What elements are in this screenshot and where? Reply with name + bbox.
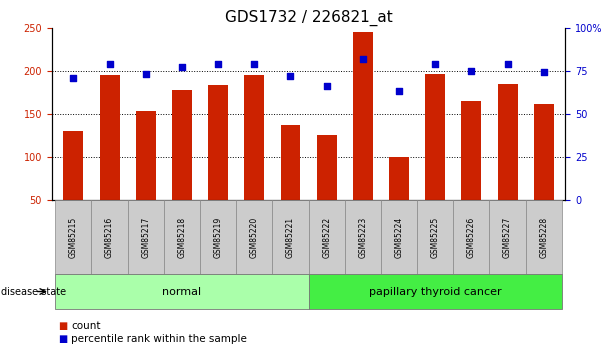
Bar	[55, 274, 308, 309]
Text: GSM85215: GSM85215	[69, 217, 78, 258]
Bar	[353, 32, 373, 200]
Text: GSM85218: GSM85218	[178, 217, 187, 258]
Bar	[136, 111, 156, 200]
Point	[249, 61, 259, 67]
Text: GSM85226: GSM85226	[467, 217, 476, 258]
Point	[503, 61, 513, 67]
Text: GSM85216: GSM85216	[105, 217, 114, 258]
Text: normal: normal	[162, 287, 201, 296]
Text: percentile rank within the sample: percentile rank within the sample	[71, 334, 247, 344]
Text: GSM85224: GSM85224	[395, 217, 404, 258]
Point	[358, 56, 368, 61]
Bar	[272, 200, 308, 274]
Text: disease state: disease state	[1, 287, 66, 296]
Point	[141, 71, 151, 77]
Point	[213, 61, 223, 67]
Bar	[381, 200, 417, 274]
Bar	[164, 200, 200, 274]
Text: GSM85220: GSM85220	[250, 217, 259, 258]
Point	[394, 89, 404, 94]
Text: GSM85222: GSM85222	[322, 217, 331, 258]
Bar	[526, 200, 562, 274]
Bar	[417, 200, 454, 274]
Point	[539, 70, 548, 75]
Bar	[317, 136, 337, 200]
Text: ■: ■	[58, 334, 67, 344]
Bar	[308, 274, 562, 309]
Text: GSM85223: GSM85223	[358, 217, 367, 258]
Point	[322, 83, 331, 89]
Bar	[172, 90, 192, 200]
Point	[69, 75, 78, 80]
Text: ■: ■	[58, 321, 67, 331]
Point	[466, 68, 476, 73]
Bar	[128, 200, 164, 274]
Bar	[425, 74, 445, 200]
Bar	[454, 200, 489, 274]
Text: GSM85225: GSM85225	[430, 217, 440, 258]
Text: GSM85228: GSM85228	[539, 217, 548, 258]
Text: GSM85219: GSM85219	[213, 217, 223, 258]
Bar	[534, 104, 554, 200]
Point	[105, 61, 114, 67]
Bar	[55, 200, 91, 274]
Point	[430, 61, 440, 67]
Bar	[489, 200, 526, 274]
Title: GDS1732 / 226821_at: GDS1732 / 226821_at	[225, 10, 392, 26]
Bar	[91, 200, 128, 274]
Bar	[345, 200, 381, 274]
Bar	[236, 200, 272, 274]
Bar	[461, 101, 482, 200]
Bar	[244, 75, 264, 200]
Point	[286, 73, 295, 79]
Text: GSM85217: GSM85217	[141, 217, 150, 258]
Text: papillary thyroid cancer: papillary thyroid cancer	[369, 287, 502, 296]
Bar	[208, 85, 228, 200]
Bar	[389, 157, 409, 200]
Text: GSM85227: GSM85227	[503, 217, 512, 258]
Bar	[497, 84, 517, 200]
Point	[177, 65, 187, 70]
Bar	[63, 131, 83, 200]
Text: GSM85221: GSM85221	[286, 217, 295, 258]
Bar	[200, 200, 236, 274]
Bar	[308, 200, 345, 274]
Text: count: count	[71, 321, 101, 331]
Bar	[100, 75, 120, 200]
Bar	[280, 125, 300, 200]
